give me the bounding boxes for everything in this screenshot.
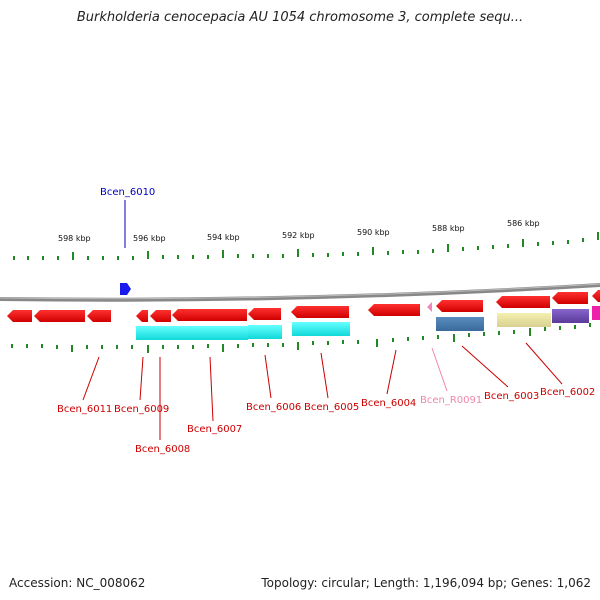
ruler-labels: 598 kbp 596 kbp 594 kbp 592 kbp 590 kbp … <box>58 219 540 243</box>
accession-text: Accession: NC_008062 <box>9 576 146 590</box>
gene-arrow[interactable] <box>291 306 349 318</box>
gene-arrow[interactable] <box>436 300 483 312</box>
label-bcen-6010[interactable]: Bcen_6010 <box>100 187 155 198</box>
map-title: Burkholderia cenocepacia AU 1054 chromos… <box>76 10 524 25</box>
label-bcen-6005[interactable]: Bcen_6005 <box>304 402 359 413</box>
top-tick-track <box>13 232 599 260</box>
label-bcen-6004[interactable]: Bcen_6004 <box>361 398 416 409</box>
gene-labels: Bcen_6011 Bcen_6009 Bcen_6008 Bcen_6007 … <box>57 387 595 455</box>
label-bcen-r0091[interactable]: Bcen_R0091 <box>420 395 482 406</box>
ruler-label-586: 586 kbp <box>507 219 540 228</box>
red-gene-track <box>7 290 600 322</box>
ruler-label-588: 588 kbp <box>432 224 465 233</box>
gene-arrow[interactable] <box>150 310 171 322</box>
ruler-label-594: 594 kbp <box>207 233 240 242</box>
rna-bcen-r0091-arrow[interactable] <box>427 302 432 312</box>
gene-arrow[interactable] <box>592 290 600 302</box>
gene-arrow[interactable] <box>496 296 550 308</box>
label-leaders <box>82 342 563 440</box>
cds-track <box>136 306 600 340</box>
label-bcen-6003[interactable]: Bcen_6003 <box>484 391 539 402</box>
gene-arrow[interactable] <box>248 308 281 320</box>
gene-arrow[interactable] <box>552 292 588 304</box>
ruler-label-596: 596 kbp <box>133 234 166 243</box>
genome-stats-text: Topology: circular; Length: 1,196,094 bp… <box>261 576 591 590</box>
ruler-label-592: 592 kbp <box>282 231 315 240</box>
ruler-label-598: 598 kbp <box>58 234 91 243</box>
ruler-label-590: 590 kbp <box>357 228 390 237</box>
chromosome-backbone <box>0 283 600 302</box>
label-bcen-6006[interactable]: Bcen_6006 <box>246 402 301 413</box>
bottom-tick-track <box>11 323 591 353</box>
label-bcen-6007[interactable]: Bcen_6007 <box>187 424 242 435</box>
label-bcen-6009[interactable]: Bcen_6009 <box>114 404 169 415</box>
gene-bcen-6010-arrow[interactable] <box>120 283 131 295</box>
gene-arrow[interactable] <box>87 310 111 322</box>
label-bcen-6008[interactable]: Bcen_6008 <box>135 444 190 455</box>
gene-arrow[interactable] <box>34 310 85 322</box>
gene-arrow[interactable] <box>172 309 247 321</box>
label-bcen-6002[interactable]: Bcen_6002 <box>540 387 595 398</box>
label-bcen-6011[interactable]: Bcen_6011 <box>57 404 112 415</box>
gene-arrow[interactable] <box>7 310 32 322</box>
gene-arrow[interactable] <box>136 310 148 322</box>
gene-arrow[interactable] <box>368 304 420 316</box>
